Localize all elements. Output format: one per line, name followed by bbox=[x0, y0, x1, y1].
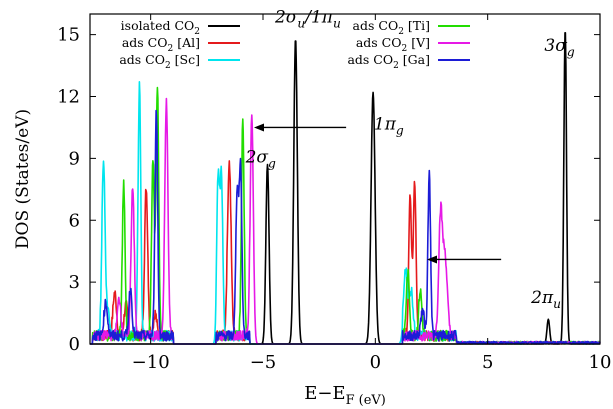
series-line-1 bbox=[89, 160, 601, 345]
shift-arrow-head-1 bbox=[427, 255, 438, 264]
legend-label-1: ads CO2 [Al] bbox=[122, 35, 200, 54]
y-axis-label: DOS (States/eV) bbox=[13, 109, 33, 249]
legend-label-4: ads CO2 [V] bbox=[356, 35, 430, 54]
y-tick-label: 12 bbox=[57, 87, 80, 108]
x-tick-label: −10 bbox=[132, 352, 170, 373]
x-tick-label: 0 bbox=[370, 352, 381, 373]
y-tick-label: 9 bbox=[69, 148, 80, 169]
x-axis-label: E−EF (eV) bbox=[304, 383, 386, 408]
legend-label-2: ads CO2 [Sc] bbox=[119, 52, 200, 71]
peak-annotation-2: 2σg bbox=[245, 148, 276, 171]
legend-label-5: ads CO2 [Ga] bbox=[347, 52, 430, 71]
axes-layer bbox=[89, 13, 601, 345]
x-tick-label: 5 bbox=[482, 352, 493, 373]
series-layer bbox=[89, 31, 601, 345]
x-tick-label: −5 bbox=[250, 352, 277, 373]
legend-label-0: isolated CO2 bbox=[121, 18, 200, 37]
x-tick-label: 10 bbox=[589, 352, 612, 373]
legend-label-3: ads CO2 [Ti] bbox=[353, 18, 430, 37]
peak-annotation-4: 2πu bbox=[530, 288, 561, 311]
shift-arrow-head-0 bbox=[254, 123, 265, 132]
series-line-5 bbox=[89, 109, 601, 345]
y-tick-label: 15 bbox=[57, 25, 80, 46]
annotation-layer: 2σu/1πu 1πg 2σg 3σg 2πu bbox=[245, 7, 575, 311]
series-line-0 bbox=[89, 31, 601, 345]
tick-layer: −10 −5 0 5 10 0 3 6 9 12 15 E−EF (eV) DOS (States/eV… bbox=[13, 14, 611, 408]
peak-annotation-0: 2σu/1πu bbox=[274, 7, 341, 30]
y-axis-label-group: DOS (States/eV) bbox=[13, 109, 33, 249]
series-line-4 bbox=[89, 97, 601, 345]
y-tick-label: 6 bbox=[69, 210, 80, 231]
plot-frame bbox=[89, 13, 601, 345]
peak-annotation-3: 3σg bbox=[544, 36, 574, 59]
peak-annotation-1: 1πg bbox=[374, 115, 404, 138]
y-tick-label: 0 bbox=[69, 334, 80, 355]
y-tick-label: 3 bbox=[69, 272, 80, 293]
